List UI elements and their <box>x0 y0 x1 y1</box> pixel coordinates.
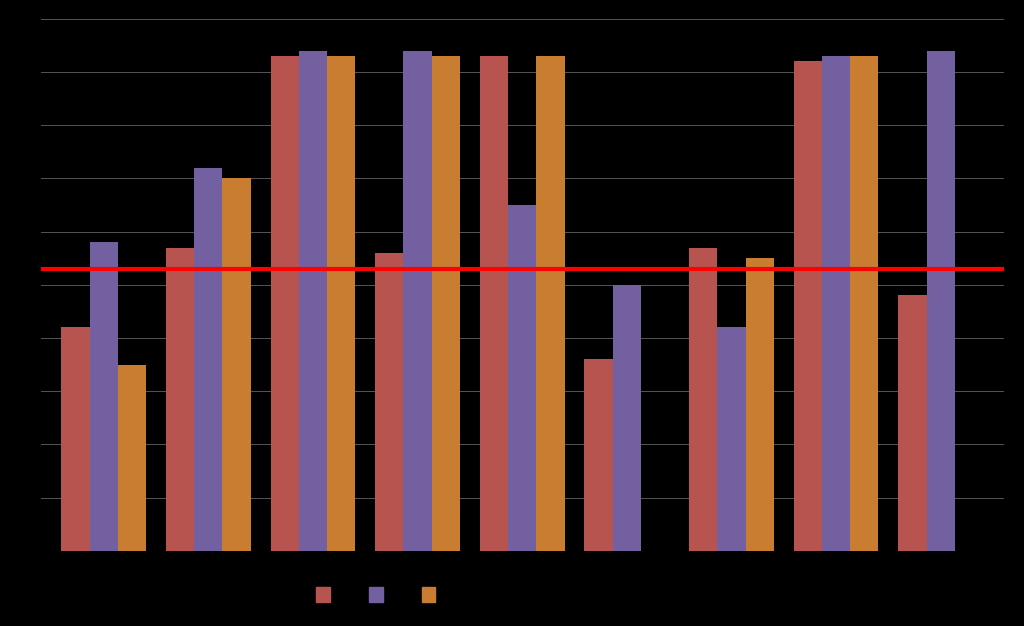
Bar <box>222 178 251 551</box>
Bar <box>432 56 460 551</box>
Bar <box>689 247 718 551</box>
Bar <box>195 168 222 551</box>
Bar <box>480 56 508 551</box>
Bar <box>927 51 954 551</box>
Bar <box>508 205 537 551</box>
Bar <box>327 56 355 551</box>
Bar <box>90 242 118 551</box>
Bar <box>375 253 403 551</box>
Bar <box>898 295 927 551</box>
Bar <box>718 327 745 551</box>
Bar <box>537 56 564 551</box>
Bar <box>299 51 327 551</box>
Legend: , , : , , <box>310 582 445 608</box>
Bar <box>585 359 612 551</box>
Bar <box>612 285 641 551</box>
Bar <box>118 364 146 551</box>
Bar <box>403 51 432 551</box>
Bar <box>61 327 90 551</box>
Bar <box>745 258 774 551</box>
Bar <box>270 56 299 551</box>
Bar <box>166 247 195 551</box>
Bar <box>850 56 879 551</box>
Bar <box>794 61 822 551</box>
Bar <box>822 56 850 551</box>
